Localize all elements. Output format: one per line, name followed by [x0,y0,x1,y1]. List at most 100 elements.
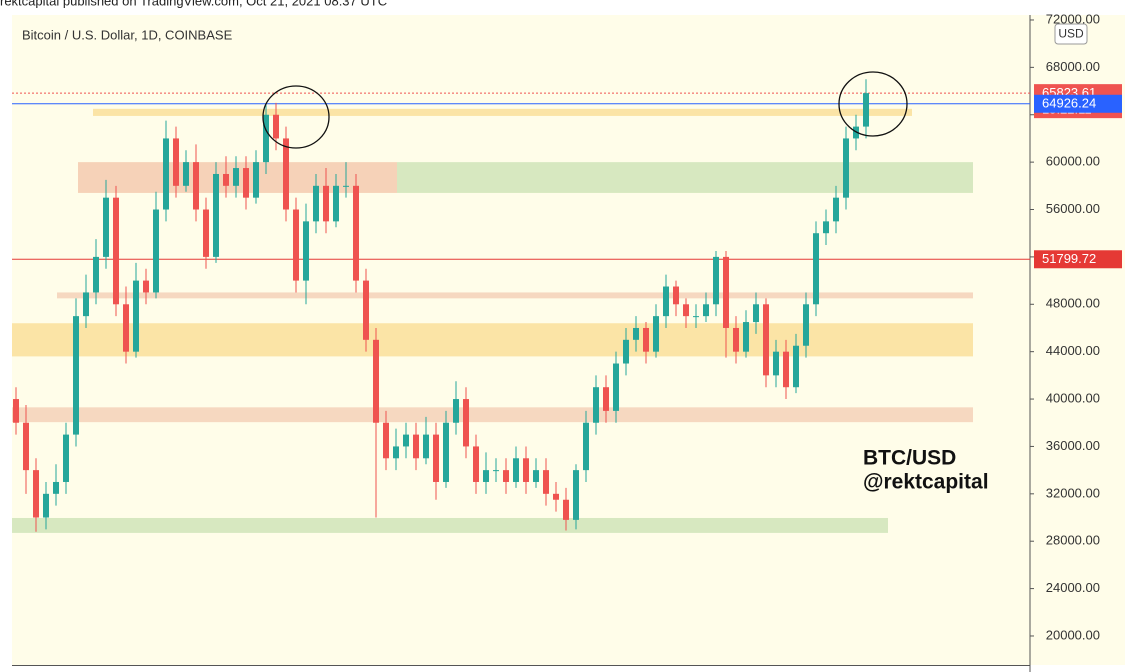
candle-body [373,339,379,423]
candle-body [563,499,569,520]
candle-body [313,185,319,222]
y-tick-label: 40000.00 [1046,390,1100,405]
candle-body [173,138,179,186]
candle-body [843,138,849,198]
price-label: 51799.72 [1042,251,1096,266]
candle-body [593,387,599,423]
candle-body [633,327,639,340]
candle-body [643,327,649,352]
candle-body [733,327,739,352]
candle-body [233,168,239,186]
zone [12,407,973,423]
candle-body [723,256,729,328]
candle-body [293,209,299,281]
candle-body [863,93,869,127]
candle-body [553,493,559,500]
candle-body [303,221,309,281]
candle-body [663,286,669,317]
y-tick-label: 36000.00 [1046,438,1100,453]
candle-body [783,351,789,388]
candle-body [413,434,419,459]
zone [93,108,912,116]
candle-body [153,209,159,293]
price-label: 64926.24 [1042,96,1096,111]
candle-body [483,470,489,482]
candle-body [13,399,19,423]
zones [12,108,973,533]
candle-body [403,434,409,447]
candle-body [503,470,509,482]
highlight-circle [838,71,908,137]
price-label-box [1034,250,1122,269]
candle-body [683,304,689,317]
zone [397,162,973,193]
y-tick-label: 32000.00 [1046,485,1100,500]
candle-body [253,162,259,198]
candle-body [493,470,499,472]
candle-body [833,197,839,222]
candle-body [283,138,289,210]
candle-body [693,316,699,318]
candle-body [83,292,89,317]
candle-body [533,470,539,482]
candle-body [343,185,349,187]
candle-body [513,458,519,482]
candle-body [393,446,399,459]
candle-body [803,304,809,346]
candle-body [103,197,109,257]
candle-body [623,339,629,364]
candle-body [763,304,769,376]
candle-body [113,197,119,305]
publish-header: rektcapital published on TradingView.com… [0,0,387,8]
candle-body [183,162,189,186]
y-tick-label: 24000.00 [1046,580,1100,595]
candle-body [33,470,39,518]
candle-body [333,185,339,222]
candles [13,79,869,532]
highlight-circle [262,85,330,149]
candle-body [453,399,459,423]
candle-body [653,316,659,352]
candle-body [53,481,59,494]
annotation: BTC/USD [863,447,956,470]
zone [12,323,973,357]
candle-body [323,185,329,222]
candle-body [193,162,199,210]
candle-body [353,185,359,281]
candle-body [133,280,139,352]
candle-body [123,304,129,352]
candle-body [93,256,99,293]
candle-body [223,173,229,186]
candle-body [163,138,169,210]
candle-body [713,256,719,305]
candle-body [213,173,219,257]
zone [57,292,973,299]
candle-body [753,304,759,323]
y-tick-label: 28000.00 [1046,533,1100,548]
price-label-box [1034,94,1122,113]
y-tick-label: 56000.00 [1046,201,1100,216]
candle-body [383,422,389,459]
candle-body [823,221,829,234]
candle-body [143,280,149,293]
chart-title: Bitcoin / U.S. Dollar, 1D, COINBASE [22,27,233,42]
y-tick-label: 44000.00 [1046,343,1100,358]
candle-body [203,209,209,257]
y-tick-label: 68000.00 [1046,59,1100,74]
candle-body [73,316,79,435]
y-tick-label: 20000.00 [1046,627,1100,642]
candle-body [743,322,749,352]
zone [12,517,888,533]
candle-body [433,434,439,482]
candle-body [43,493,49,518]
candle-body [443,422,449,482]
currency-box [1054,23,1088,45]
price-lines [12,92,1030,260]
candle-body [793,345,799,388]
candle-body [473,446,479,482]
candle-body [243,168,249,198]
candle-body [703,304,709,317]
candle-body [583,422,589,471]
candle-body [463,399,469,447]
candle-body [543,470,549,494]
